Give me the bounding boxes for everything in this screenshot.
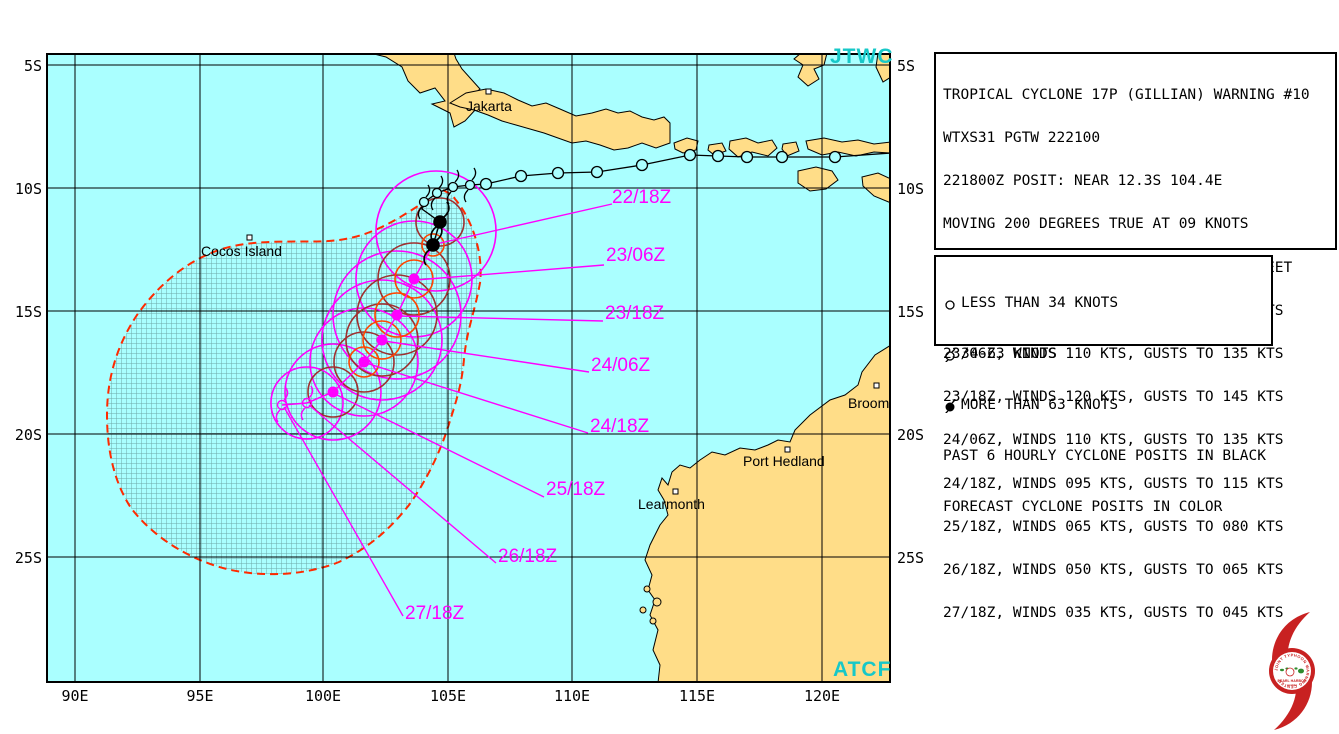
past-typhoon-symbols xyxy=(423,201,450,266)
warning-line: 23/06Z, WINDS 110 KTS, GUSTS TO 135 KTS xyxy=(943,346,1284,363)
lon-label: 105E xyxy=(429,687,467,705)
warning-line: 24/18Z, WINDS 095 KTS, GUSTS TO 115 KTS xyxy=(943,475,1284,492)
grid-lines xyxy=(46,53,891,683)
wind-radii-circles xyxy=(270,170,497,441)
lat-label: 10S xyxy=(897,180,925,198)
city-markers xyxy=(246,88,880,495)
track-time-label: 25/18Z xyxy=(546,479,606,500)
place-label-port-hedland: Port Hedland xyxy=(743,453,825,469)
place-label-cocos-island: Cocos Island xyxy=(201,243,282,259)
track-time-label: 24/06Z xyxy=(591,355,651,376)
storm-symbol-icon xyxy=(945,347,956,362)
forecast-position-markers xyxy=(327,273,420,398)
warning-text-box: TROPICAL CYCLONE 17P (GILLIAN) WARNING #… xyxy=(934,52,1337,621)
java-landmass xyxy=(448,88,671,151)
place-label-jakarta: Jakarta xyxy=(466,98,512,114)
sumba-island xyxy=(797,166,839,192)
track-time-label: 23/18Z xyxy=(605,303,665,324)
lat-label: 5S xyxy=(897,57,916,75)
sumbawa-island xyxy=(728,137,778,158)
label-leader-lines xyxy=(283,203,613,617)
sumatra-landmass xyxy=(369,53,481,128)
jtwc-watermark: JTWC xyxy=(830,45,894,68)
lat-label: 20S xyxy=(14,426,42,444)
coastal-island xyxy=(652,597,662,607)
forecast-storm-symbols xyxy=(275,385,314,423)
coastal-island xyxy=(649,617,657,625)
legend-label: MORE THAN 63 KNOTS xyxy=(961,397,1119,413)
map-graphics xyxy=(46,53,891,683)
land-shapes xyxy=(369,53,891,683)
warning-line: 23/18Z, WINDS 120 KTS, GUSTS TO 145 KTS xyxy=(943,389,1284,406)
track-time-label: 23/06Z xyxy=(606,245,666,266)
legend-note: PAST 6 HOURLY CYCLONE POSITS IN BLACK xyxy=(943,448,1267,464)
open-circle-icon xyxy=(945,299,955,310)
logo-text-line2: HAWAII xyxy=(1287,683,1298,687)
warning-line: WTXS31 PGTW 222100 xyxy=(943,130,1101,147)
lat-label: 5S xyxy=(23,57,42,75)
map-border xyxy=(46,53,891,683)
coastal-island xyxy=(639,606,647,614)
lat-label: 25S xyxy=(14,549,42,567)
track-time-label: 26/18Z xyxy=(498,546,558,567)
past-position-markers xyxy=(479,148,842,191)
lon-label: 115E xyxy=(678,687,716,705)
lon-label: 90E xyxy=(61,687,89,705)
small-island xyxy=(781,141,800,157)
atcf-watermark: ATCF xyxy=(833,658,892,681)
warning-line: 221800Z POSIT: NEAR 12.3S 104.4E xyxy=(943,173,1223,190)
warning-line: 26/18Z, WINDS 050 KTS, GUSTS TO 065 KTS xyxy=(943,562,1284,579)
sulawesi-tip xyxy=(793,53,828,87)
australia-landmass xyxy=(644,344,891,683)
lat-label: 10S xyxy=(14,180,42,198)
place-label-learmonth: Learmonth xyxy=(638,496,705,512)
place-label-broome: Broome xyxy=(848,395,891,411)
warning-line: 24/06Z, WINDS 110 KTS, GUSTS TO 135 KTS xyxy=(943,432,1284,449)
track-time-label: 22/18Z xyxy=(612,187,672,208)
legend-item: LESS THAN 34 KNOTS xyxy=(943,295,1264,312)
lon-label: 120E xyxy=(803,687,841,705)
legend-label: LESS THAN 34 KNOTS xyxy=(961,295,1119,311)
forecast-map: Jakarta Cocos Island Broome Port Hedland… xyxy=(46,53,891,683)
logo-center-eye xyxy=(1285,667,1295,677)
lon-label: 95E xyxy=(186,687,214,705)
lat-label: 15S xyxy=(897,303,925,321)
legend-item: 34-63 KNOTS xyxy=(943,346,1264,363)
coastal-island xyxy=(643,585,651,593)
legend-item: MORE THAN 63 KNOTS xyxy=(943,397,1264,414)
logo-text-line1: PEARL HARBOR xyxy=(1278,679,1307,683)
hawaiian-islands xyxy=(1280,667,1304,674)
legend-label: 34-63 KNOTS xyxy=(961,346,1058,362)
warning-line: TROPICAL CYCLONE 17P (GILLIAN) WARNING #… xyxy=(943,86,1310,103)
track-time-label: 27/18Z xyxy=(405,603,465,624)
lat-label: 20S xyxy=(897,426,925,444)
filled-storm-symbol-icon xyxy=(945,398,956,413)
lat-label: 25S xyxy=(897,549,925,567)
track-time-label: 24/18Z xyxy=(590,416,650,437)
lat-label: 15S xyxy=(14,303,42,321)
lon-label: 110E xyxy=(553,687,591,705)
legend-box: LESS THAN 34 KNOTS 34-63 KNOTS MORE THAN… xyxy=(934,255,1273,515)
warning-line: 25/18Z, WINDS 065 KTS, GUSTS TO 080 KTS xyxy=(943,518,1284,535)
lon-label: 100E xyxy=(304,687,342,705)
jtwc-logo: JOINT TYPHOON WARNING CENTER PEARL HARBO… xyxy=(1269,612,1315,730)
warning-line: MOVING 200 DEGREES TRUE AT 09 KNOTS xyxy=(943,216,1249,233)
warning-line: 27/18Z, WINDS 035 KTS, GUSTS TO 045 KTS xyxy=(943,605,1284,622)
legend-note: FORECAST CYCLONE POSITS IN COLOR xyxy=(943,499,1223,515)
